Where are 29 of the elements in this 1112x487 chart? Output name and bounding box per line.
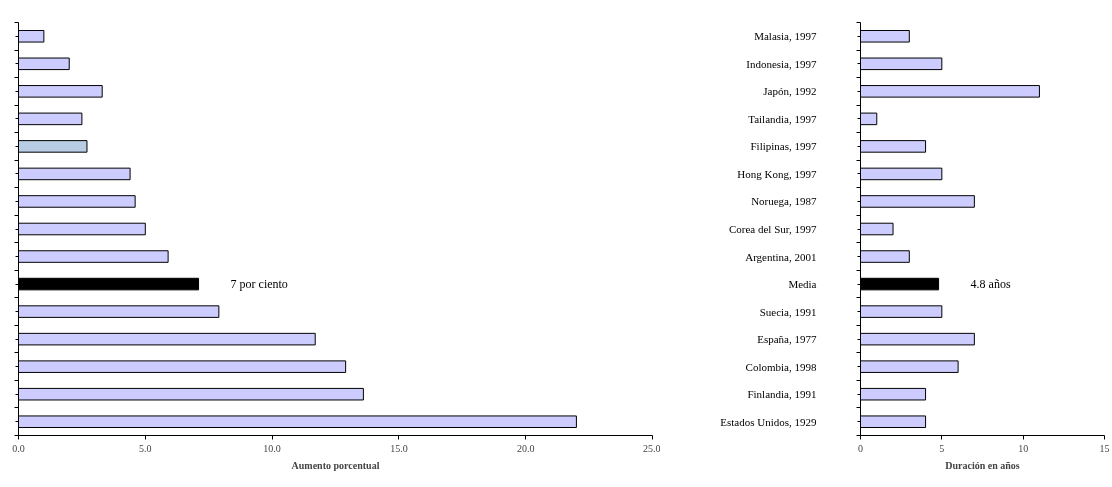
y-tick-label: España, 1977 xyxy=(757,333,817,346)
annotation: 7 por ciento xyxy=(230,277,288,292)
y-tick-label: Corea del Sur, 1997 xyxy=(728,223,817,235)
x-tick-label: 0.0 xyxy=(12,442,25,454)
x-axis-title: Duración en años xyxy=(945,459,1020,471)
x-tick-label: 5.0 xyxy=(139,442,152,454)
y-tick-label: Estados Unidos, 1929 xyxy=(720,415,817,428)
x-tick-label: 10 xyxy=(1018,442,1029,454)
y-tick-label: Filipinas, 1997 xyxy=(750,140,817,153)
x-tick-label: 0 xyxy=(858,442,863,454)
y-tick-label: Indonesia, 1997 xyxy=(746,57,817,70)
y-tick-label: Japón, 1992 xyxy=(763,85,817,98)
x-tick-label: 15.0 xyxy=(390,442,408,454)
x-tick-label: 20.0 xyxy=(516,442,535,454)
y-tick-label: Colombia, 1998 xyxy=(745,360,817,373)
x-axis-title: Aumento porcentual xyxy=(291,459,380,471)
y-tick-label: Suecia, 1991 xyxy=(759,305,817,318)
y-tick-label: Argentina, 2001 xyxy=(745,250,817,263)
x-tick-label: 25.0 xyxy=(643,442,661,454)
y-tick-label: Noruega, 1987 xyxy=(751,195,817,208)
x-tick-label: 15 xyxy=(1099,442,1110,454)
y-tick-label: Finlandia, 1991 xyxy=(747,388,817,401)
x-tick-label: 5 xyxy=(939,442,945,454)
y-tick-label: Malasia, 1997 xyxy=(754,30,817,43)
x-tick-label: 10.0 xyxy=(263,442,281,454)
y-tick-label: Hong Kong, 1997 xyxy=(737,167,817,180)
y-tick-label: Media xyxy=(788,278,817,291)
y-tick-label: Tailandia, 1997 xyxy=(748,112,817,125)
annotation: 4.8 años xyxy=(970,277,1011,292)
